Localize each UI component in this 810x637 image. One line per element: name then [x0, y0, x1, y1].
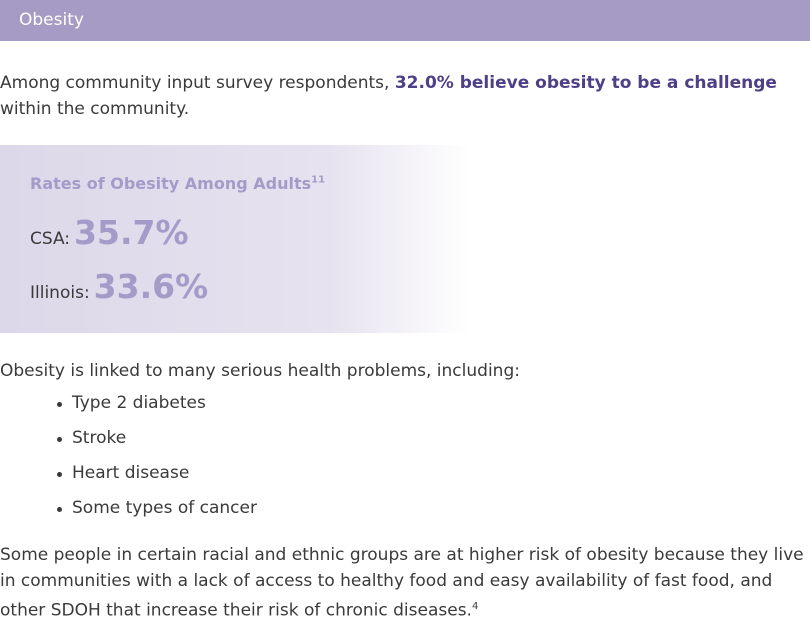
stat-value: 33.6%	[93, 267, 209, 306]
stat-label: Illinois:	[30, 283, 90, 303]
section-header: Obesity	[0, 0, 810, 41]
intro-text: within the community.	[0, 99, 190, 119]
stat-row: CSA: 35.7%	[30, 213, 189, 252]
stat-label: CSA:	[30, 229, 71, 249]
footnote-ref: 11	[311, 174, 326, 186]
header-title: Obesity	[19, 10, 84, 30]
stat-box	[0, 145, 470, 333]
list-intro: Obesity is linked to many serious health…	[0, 361, 520, 381]
list-item: Heart disease	[56, 463, 190, 483]
closing-text: Some people in certain racial and ethnic…	[0, 545, 804, 621]
intro-paragraph: Among community input survey respondents…	[0, 70, 805, 122]
list-item: Stroke	[56, 428, 127, 448]
list-item: Type 2 diabetes	[57, 393, 206, 413]
list-item: Some types of cancer	[57, 498, 257, 518]
stat-title: Rates of Obesity Among Adults11	[30, 174, 325, 193]
intro-highlight: 32.0% believe obesity to be a challenge	[394, 73, 777, 93]
footnote-ref: 4	[471, 601, 479, 612]
stat-row: Illinois: 33.6%	[30, 267, 208, 306]
closing-paragraph: Some people in certain racial and ethnic…	[0, 542, 805, 624]
stat-title-text: Rates of Obesity Among Adults	[30, 174, 312, 193]
intro-text: Among community input survey respondents…	[0, 73, 395, 93]
stat-value: 35.7%	[74, 213, 189, 252]
